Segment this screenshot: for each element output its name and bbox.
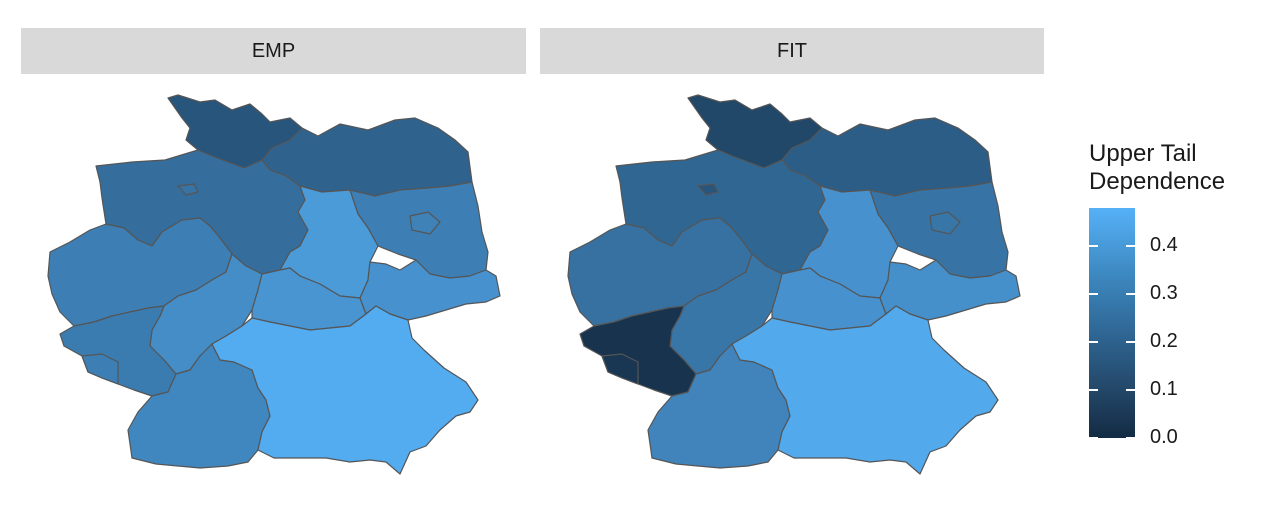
legend-tick-label: 0.4 xyxy=(1150,234,1178,257)
region-bayern-emp xyxy=(211,305,479,475)
region-berlin-fit xyxy=(929,211,961,235)
region-bremen-fit xyxy=(697,183,719,196)
map-panel-emp xyxy=(47,94,501,475)
facet-strip-emp: EMP xyxy=(21,28,526,74)
region-saarland-fit xyxy=(601,353,639,385)
map-panel-fit xyxy=(567,94,1021,475)
facet-label-fit: FIT xyxy=(777,39,807,62)
legend-title-line2: Dependence xyxy=(1089,168,1226,195)
region-berlin-emp xyxy=(409,211,441,235)
legend-tick-label: 0.0 xyxy=(1150,426,1178,448)
region-bremen-emp xyxy=(177,183,199,196)
facet-label-emp: EMP xyxy=(251,39,296,62)
legend-tick-label: 0.3 xyxy=(1150,282,1178,305)
legend-tick-label: 0.1 xyxy=(1150,378,1178,401)
region-bayern-fit xyxy=(731,305,999,475)
facet-strip-fit: FIT xyxy=(540,28,1044,74)
legend-title: Upper Tail Dependence xyxy=(1089,140,1225,196)
legend-tick-label: 0.2 xyxy=(1150,330,1178,353)
legend-title-line1: Upper Tail xyxy=(1089,140,1197,167)
legend-colorbar xyxy=(1089,208,1135,438)
region-saarland-emp xyxy=(81,353,119,385)
